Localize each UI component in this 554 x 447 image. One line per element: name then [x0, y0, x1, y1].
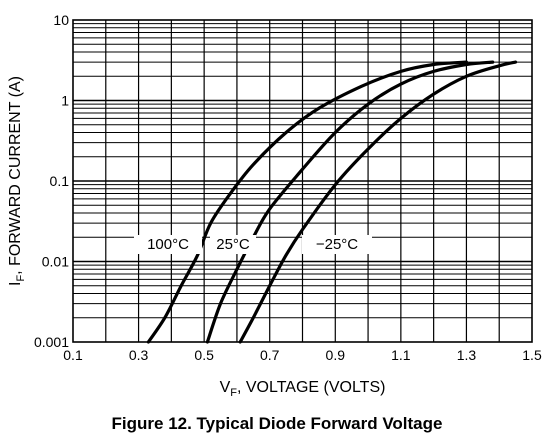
x-axis-label: VF, VOLTAGE (VOLTS) — [220, 379, 386, 399]
x-tick-label: 0.5 — [194, 347, 214, 363]
grid-lines — [73, 20, 532, 342]
x-tick-label: 0.7 — [260, 347, 280, 363]
y-tick-label: 10 — [53, 12, 69, 28]
x-tick-label: 1.3 — [457, 347, 477, 363]
curve-labels: 100°C 25°C −25°C — [134, 235, 372, 254]
diode-forward-voltage-chart: 0.1 0.3 0.5 0.7 0.9 1.1 1.3 1.5 0.001 0.01 0.1 1 10… — [7, 12, 542, 399]
curve-label-background — [134, 235, 202, 254]
curve-label-background — [302, 235, 372, 254]
x-tick-label: 0.3 — [129, 347, 149, 363]
y-tick-label: 0.01 — [42, 254, 69, 270]
y-axis-label: IF, FORWARD CURRENT (A) — [7, 76, 27, 286]
curves — [146, 60, 518, 344]
x-tick-labels: 0.1 0.3 0.5 0.7 0.9 1.1 1.3 1.5 — [63, 347, 542, 363]
y-tick-label: 0.1 — [50, 173, 70, 189]
x-tick-label: 0.1 — [63, 347, 83, 363]
curve-label-background — [210, 235, 256, 254]
curve-label: 100°C — [147, 236, 189, 253]
curve-3 — [238, 60, 518, 344]
curve-1 — [146, 60, 468, 344]
x-tick-label: 0.9 — [326, 347, 346, 363]
figure-caption: Figure 12. Typical Diode Forward Voltage — [111, 414, 443, 433]
x-tick-label: 1.1 — [391, 347, 411, 363]
y-tick-labels: 0.001 0.01 0.1 1 10 — [34, 12, 69, 350]
plot-frame — [72, 19, 533, 343]
y-tick-label: 0.001 — [34, 334, 69, 350]
y-tick-label: 1 — [61, 93, 69, 109]
curve-2 — [205, 60, 495, 344]
curve-label: 25°C — [216, 236, 250, 253]
curve-label: −25°C — [316, 236, 358, 253]
x-tick-label: 1.5 — [522, 347, 542, 363]
